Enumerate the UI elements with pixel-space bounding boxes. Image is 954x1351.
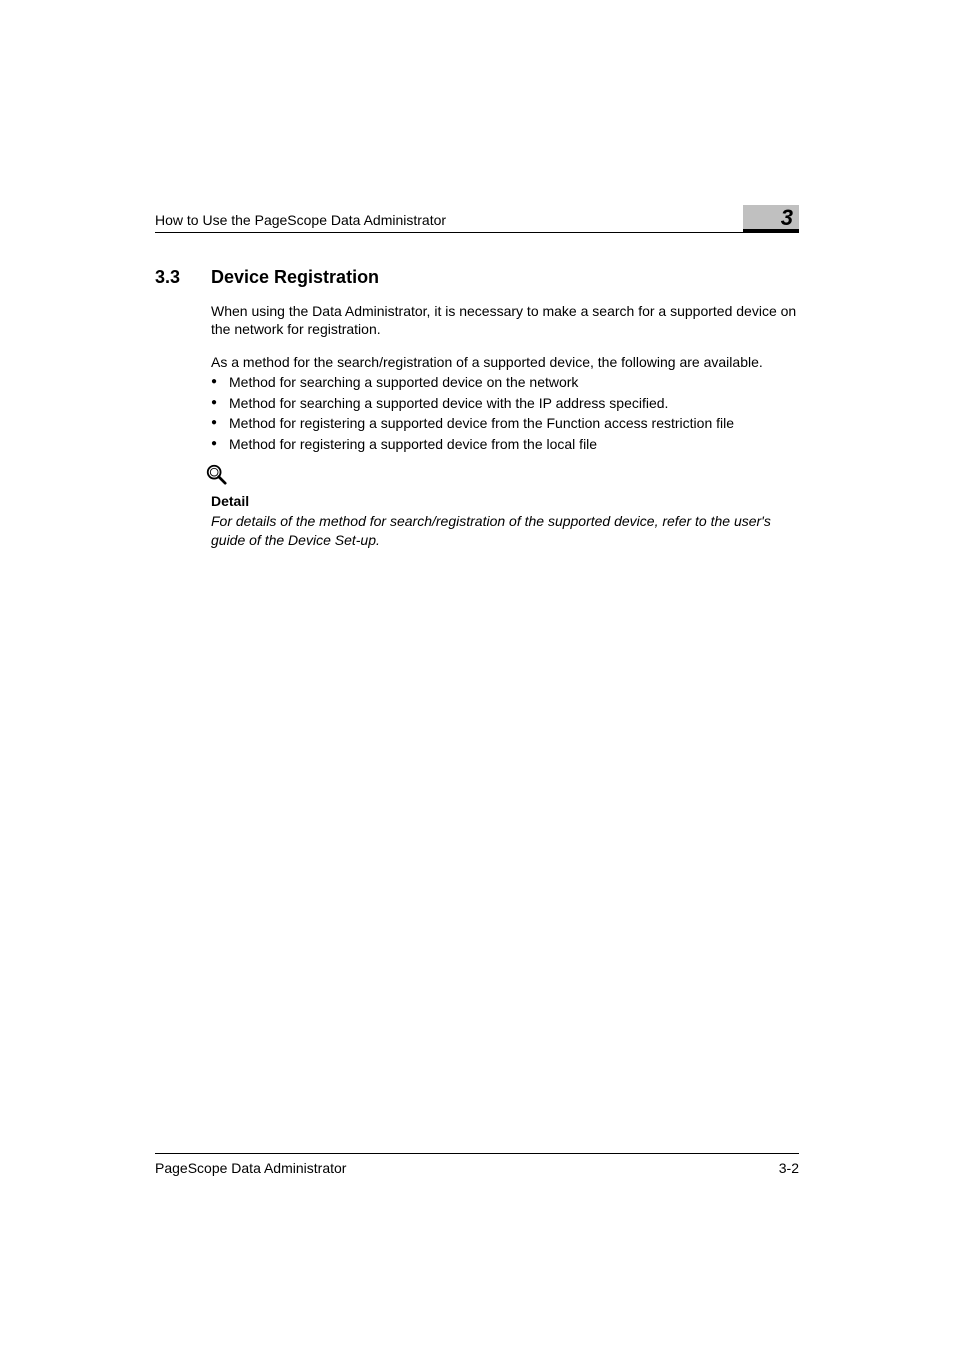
- list-item: Method for searching a supported device …: [211, 394, 799, 412]
- section-title: Device Registration: [211, 267, 379, 288]
- paragraph-2: As a method for the search/registration …: [211, 353, 799, 371]
- running-head-text: How to Use the PageScope Data Administra…: [155, 212, 446, 228]
- list-item: Method for searching a supported device …: [211, 373, 799, 391]
- section-heading: 3.3 Device Registration: [155, 267, 799, 288]
- detail-block: Detail For details of the method for sea…: [211, 463, 799, 549]
- magnifier-icon: [205, 463, 227, 485]
- footer: PageScope Data Administrator 3-2: [155, 1153, 799, 1176]
- paragraph-1: When using the Data Administrator, it is…: [211, 302, 799, 339]
- list-item: Method for registering a supported devic…: [211, 414, 799, 432]
- running-head-bar: How to Use the PageScope Data Administra…: [155, 205, 799, 233]
- footer-page-number: 3-2: [779, 1160, 799, 1176]
- section-number: 3.3: [155, 267, 211, 288]
- chapter-tab: 3: [743, 205, 799, 232]
- bullet-list: Method for searching a supported device …: [211, 373, 799, 453]
- body-block: When using the Data Administrator, it is…: [211, 302, 799, 549]
- page: How to Use the PageScope Data Administra…: [0, 0, 954, 1351]
- detail-text: For details of the method for search/reg…: [211, 512, 799, 549]
- list-item: Method for registering a supported devic…: [211, 435, 799, 453]
- detail-label: Detail: [211, 492, 799, 510]
- footer-left: PageScope Data Administrator: [155, 1160, 346, 1176]
